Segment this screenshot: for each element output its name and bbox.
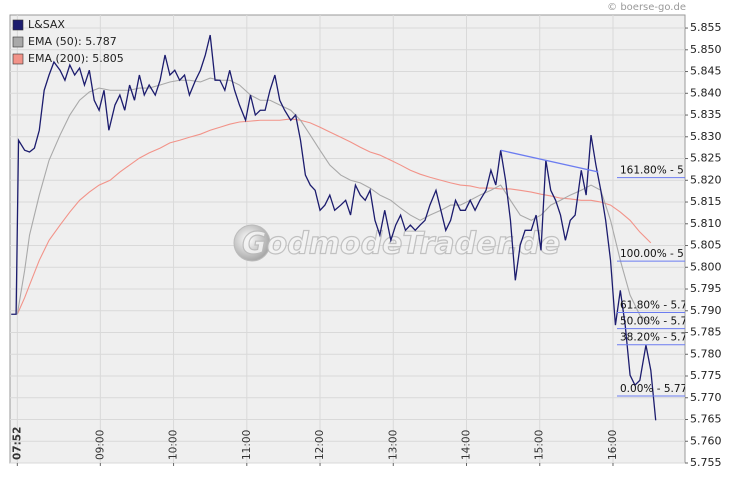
legend-label: L&SAX bbox=[28, 18, 65, 31]
y-tick-label: 5.755 bbox=[690, 456, 722, 469]
series-line bbox=[16, 77, 652, 325]
x-tick-label: 10:00 bbox=[168, 430, 180, 460]
y-tick-label: 5.855 bbox=[690, 21, 722, 34]
lines bbox=[11, 34, 657, 421]
legend-label: EMA (50): 5.787 bbox=[28, 35, 117, 48]
trend-line bbox=[500, 149, 599, 173]
watermark: GodmodeTrader.de bbox=[242, 227, 560, 262]
x-tick-label: 15:00 bbox=[534, 430, 546, 460]
y-tick-label: 5.830 bbox=[690, 130, 722, 143]
y-tick-label: 5.805 bbox=[690, 239, 722, 252]
x-tick-label: 14:00 bbox=[461, 430, 473, 460]
fib-label: 0.00% - 5.77 bbox=[620, 383, 687, 395]
x-tick-label: 11:00 bbox=[241, 430, 253, 460]
y-tick-label: 5.775 bbox=[690, 369, 722, 382]
series-line bbox=[11, 34, 657, 421]
fib-label: 38.20% - 5.78 bbox=[620, 332, 694, 344]
legend-label: EMA (200): 5.805 bbox=[28, 52, 124, 65]
fib-label: 161.80% - 5.8 bbox=[620, 165, 694, 177]
y-tick-label: 5.850 bbox=[690, 43, 722, 56]
x-tick-label: 13:00 bbox=[387, 430, 399, 460]
y-tick-label: 5.845 bbox=[690, 65, 722, 78]
legend: L&SAX EMA (50): 5.787 EMA (200): 5.805 bbox=[12, 18, 124, 65]
watermark-logo bbox=[233, 224, 271, 262]
x-tick-label: 09:00 bbox=[94, 430, 106, 460]
y-tick-label: 5.820 bbox=[690, 173, 722, 186]
y-tick-label: 5.770 bbox=[690, 391, 722, 404]
y-tick-label: 5.810 bbox=[690, 217, 722, 230]
grid bbox=[10, 15, 685, 464]
y-tick-label: 5.795 bbox=[690, 282, 722, 295]
y-tick-label: 5.825 bbox=[690, 152, 722, 165]
y-tick-label: 5.760 bbox=[690, 434, 722, 447]
fib-label: 50.00% - 5.78 bbox=[620, 316, 694, 328]
x-tick-label: 12:00 bbox=[314, 430, 326, 460]
y-tick-label: 5.785 bbox=[690, 326, 722, 339]
y-tick-label: 5.835 bbox=[690, 108, 722, 121]
legend-swatch bbox=[12, 19, 24, 31]
legend-swatch bbox=[12, 36, 24, 48]
watermark-group: GodmodeTrader.de bbox=[233, 224, 561, 262]
x-tick-label: 07:52 bbox=[11, 427, 23, 460]
x-tick-label: 16:00 bbox=[607, 430, 619, 460]
plot-area bbox=[9, 14, 686, 464]
fib-label: 61.80% - 5.79 bbox=[620, 300, 694, 312]
y-tick-label: 5.840 bbox=[690, 86, 722, 99]
y-tick-label: 5.790 bbox=[690, 304, 722, 317]
copyright: © boerse-go.de bbox=[607, 2, 686, 13]
axes: 5.755 5.760 5.765 5.770 5.775 5.780 5.785 5.790… bbox=[11, 21, 721, 469]
y-tick-label: 5.780 bbox=[690, 347, 722, 360]
y-tick-label: 5.765 bbox=[690, 413, 722, 426]
fib-label: 100.00% - 5.8 bbox=[620, 248, 694, 260]
y-tick-label: 5.800 bbox=[690, 260, 722, 273]
fibonacci: 161.80% - 5.8 100.00% - 5.8 61.80% - 5.79 5… bbox=[617, 165, 694, 397]
y-tick-label: 5.815 bbox=[690, 195, 722, 208]
legend-swatch bbox=[12, 53, 24, 65]
